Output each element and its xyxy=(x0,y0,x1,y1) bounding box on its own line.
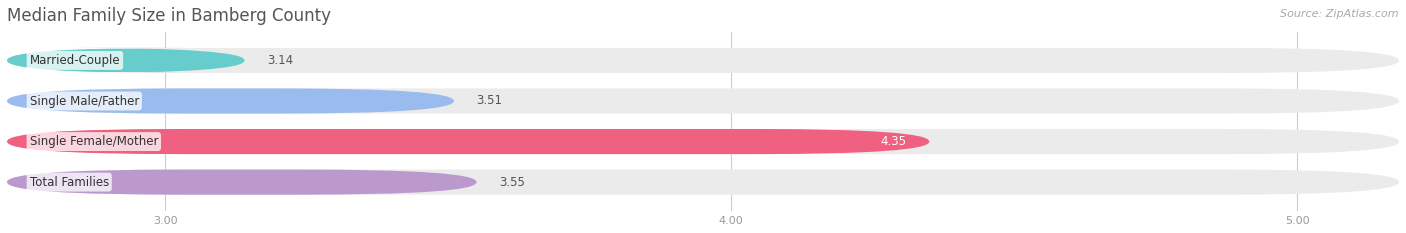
Text: Single Female/Mother: Single Female/Mother xyxy=(30,135,157,148)
Text: Source: ZipAtlas.com: Source: ZipAtlas.com xyxy=(1281,9,1399,19)
Text: 3.51: 3.51 xyxy=(477,95,502,107)
FancyBboxPatch shape xyxy=(7,129,1399,154)
FancyBboxPatch shape xyxy=(7,89,454,113)
FancyBboxPatch shape xyxy=(7,48,1399,73)
FancyBboxPatch shape xyxy=(7,170,477,195)
Text: 3.14: 3.14 xyxy=(267,54,294,67)
FancyBboxPatch shape xyxy=(7,129,929,154)
Text: Single Male/Father: Single Male/Father xyxy=(30,95,139,107)
Text: Total Families: Total Families xyxy=(30,176,108,188)
FancyBboxPatch shape xyxy=(7,170,1399,195)
Text: 3.55: 3.55 xyxy=(499,176,526,188)
FancyBboxPatch shape xyxy=(7,48,245,73)
Text: Married-Couple: Married-Couple xyxy=(30,54,120,67)
Text: 4.35: 4.35 xyxy=(880,135,907,148)
FancyBboxPatch shape xyxy=(7,89,1399,113)
Text: Median Family Size in Bamberg County: Median Family Size in Bamberg County xyxy=(7,7,330,25)
